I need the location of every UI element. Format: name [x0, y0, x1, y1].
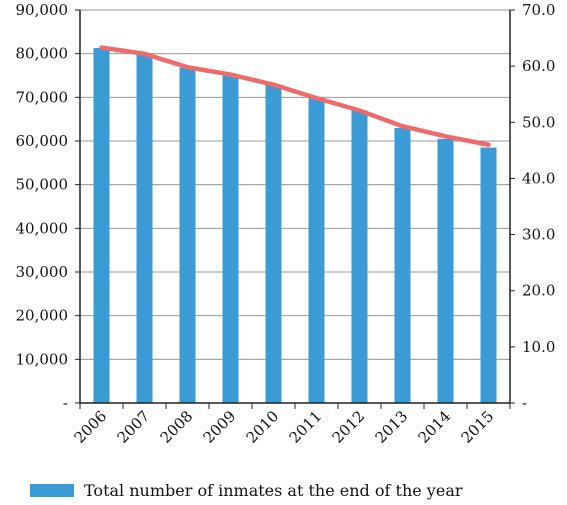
bar-2009	[222, 75, 239, 403]
right-tick-label: 10.0	[522, 338, 555, 356]
bar-2015	[480, 147, 497, 403]
left-tick-label: 60,000	[16, 132, 69, 150]
x-tick-label-2008: 2008	[157, 407, 197, 447]
x-tick-label-2015: 2015	[458, 407, 498, 447]
bar-2011	[308, 97, 325, 403]
x-tick-label-2011: 2011	[286, 407, 326, 447]
right-tick-label: 30.0	[522, 226, 555, 244]
trend-line	[99, 45, 491, 147]
x-tick-label-2014: 2014	[415, 407, 455, 447]
left-tick-label: 90,000	[16, 1, 69, 19]
x-tick-label-2006: 2006	[71, 407, 111, 447]
bar-2010	[265, 84, 282, 404]
right-tick-label: 20.0	[522, 282, 555, 300]
bar-2007	[136, 54, 153, 403]
bars	[93, 47, 497, 404]
bar-2008	[179, 67, 196, 403]
bar-2013	[394, 127, 411, 404]
right-tick-label: -	[522, 394, 527, 412]
right-tick-label: 50.0	[522, 113, 555, 131]
left-tick-label: 70,000	[16, 88, 69, 106]
left-tick-label: -	[63, 394, 68, 412]
bar-2006	[93, 47, 110, 404]
right-tick-label: 60.0	[522, 57, 555, 75]
legend-swatch	[30, 484, 74, 497]
right-axis-ticks: - 10.0 20.0 30.0 40.0 50.0 60.0 70.0	[522, 1, 555, 412]
left-tick-label: 20,000	[16, 307, 69, 325]
axes	[75, 9, 515, 409]
left-tick-label: 50,000	[16, 176, 69, 194]
bar-2012	[351, 110, 368, 403]
trend-line-path	[99, 45, 491, 147]
legend: Total number of inmates at the end of th…	[30, 481, 463, 500]
x-axis-ticks: 2006 2007 2008 2009 2010 2011 2012 2013 2014 2015	[71, 407, 498, 447]
right-tick-label: 40.0	[522, 169, 555, 187]
bar-2014	[437, 138, 454, 404]
x-tick-label-2007: 2007	[114, 407, 154, 447]
left-tick-label: 80,000	[16, 45, 69, 63]
legend-label: Total number of inmates at the end of th…	[84, 481, 463, 500]
right-tick-label: 70.0	[522, 1, 555, 19]
x-tick-label-2010: 2010	[243, 407, 283, 447]
x-tick-label-2012: 2012	[329, 407, 369, 447]
left-tick-label: 40,000	[16, 219, 69, 237]
left-tick-label: 10,000	[16, 350, 69, 368]
left-axis-ticks: - 10,000 20,000 30,000 40,000 50,000 60,000 70,…	[16, 1, 69, 412]
x-tick-label-2009: 2009	[200, 407, 240, 447]
x-tick-label-2013: 2013	[372, 407, 412, 447]
left-tick-label: 30,000	[16, 263, 69, 281]
